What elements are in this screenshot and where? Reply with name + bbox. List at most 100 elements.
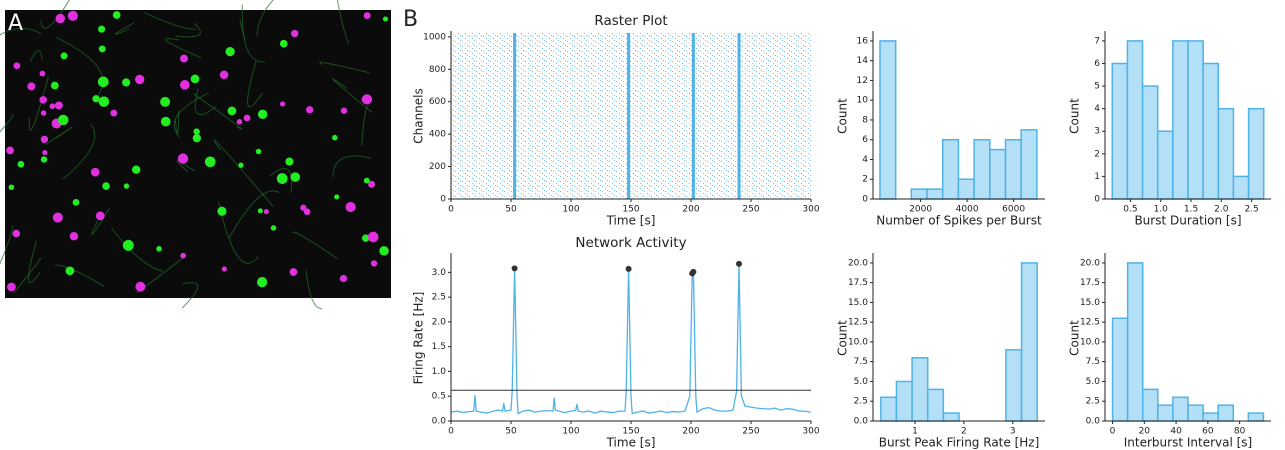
cell bbox=[54, 101, 63, 110]
x-tick-label: 300 bbox=[802, 427, 819, 437]
peak-marker bbox=[511, 265, 518, 272]
y-tick-label: 8 bbox=[862, 115, 868, 125]
y-tick-label: 1.5 bbox=[432, 342, 446, 352]
x-tick-label: 150 bbox=[622, 427, 639, 437]
x-axis-label: Number of Spikes per Burst bbox=[876, 214, 1042, 228]
cell bbox=[285, 157, 294, 166]
y-tick-label: 800 bbox=[429, 65, 446, 75]
cell bbox=[257, 276, 268, 288]
y-tick-label: 5.0 bbox=[854, 377, 869, 387]
cell bbox=[135, 281, 146, 292]
y-tick-label: 17.5 bbox=[1080, 278, 1100, 288]
y-tick-label: 2.5 bbox=[1086, 397, 1100, 407]
neurite bbox=[62, 124, 96, 180]
hist-bar bbox=[1156, 130, 1174, 200]
x-tick-label: 20 bbox=[1139, 427, 1151, 437]
y-axis-label: Count bbox=[836, 320, 850, 356]
chart-title: Raster Plot bbox=[594, 13, 667, 29]
hist-bar bbox=[1126, 262, 1144, 422]
y-tick-label: 15.0 bbox=[848, 298, 868, 308]
cell bbox=[290, 172, 301, 182]
hist-bar bbox=[973, 138, 991, 200]
y-tick-label: 7.5 bbox=[1086, 357, 1100, 367]
hist-bar bbox=[1202, 412, 1219, 422]
cell bbox=[55, 13, 66, 24]
hist-bar bbox=[942, 412, 960, 422]
cell bbox=[363, 12, 371, 19]
neurite bbox=[194, 88, 217, 116]
cell bbox=[98, 45, 106, 53]
cell bbox=[192, 134, 202, 143]
hist-bar bbox=[910, 188, 928, 200]
y-tick-label: 5 bbox=[1094, 82, 1100, 92]
cell bbox=[52, 212, 63, 223]
hist-bar bbox=[1172, 396, 1189, 422]
cell bbox=[135, 74, 145, 85]
x-axis-label: Interburst Interval [s] bbox=[1124, 436, 1252, 450]
cell bbox=[8, 184, 15, 191]
cell bbox=[236, 119, 243, 125]
y-tick-label: 4 bbox=[862, 155, 868, 165]
y-tick-label: 2.5 bbox=[432, 293, 446, 303]
x-axis-label: Time [s] bbox=[606, 214, 656, 228]
hist-bar bbox=[1020, 262, 1038, 422]
peak-marker bbox=[690, 268, 697, 275]
cell bbox=[263, 209, 269, 215]
y-tick-label: 0 bbox=[440, 195, 446, 205]
y-axis-label: Count bbox=[1068, 320, 1082, 356]
hist-bar bbox=[1172, 40, 1189, 200]
cell bbox=[112, 11, 121, 19]
y-tick-label: 2.0 bbox=[432, 317, 447, 327]
y-tick-label: 400 bbox=[429, 130, 446, 140]
neurite bbox=[45, 126, 72, 145]
x-tick-label: 50 bbox=[505, 205, 517, 215]
neurite bbox=[256, 0, 274, 37]
neurite bbox=[181, 282, 199, 309]
hist-bar bbox=[957, 178, 975, 200]
y-axis-label: Firing Rate [Hz] bbox=[412, 292, 426, 385]
cell bbox=[160, 116, 171, 127]
neurite bbox=[247, 60, 264, 108]
neurite bbox=[319, 62, 370, 74]
x-tick-label: 200 bbox=[682, 427, 699, 437]
y-tick-label: 12 bbox=[857, 76, 868, 86]
hist-bar bbox=[911, 357, 929, 422]
cell bbox=[7, 282, 16, 292]
y-tick-label: 6 bbox=[1094, 59, 1100, 69]
activity-line bbox=[450, 263, 812, 415]
spike-texture bbox=[451, 33, 811, 199]
hist-bar bbox=[1020, 129, 1038, 200]
y-tick-label: 16 bbox=[857, 36, 869, 46]
neurite bbox=[0, 27, 42, 36]
cell bbox=[122, 239, 134, 251]
neurite bbox=[361, 104, 370, 146]
neurite bbox=[174, 110, 180, 135]
neurite bbox=[114, 22, 135, 35]
cell bbox=[122, 78, 131, 87]
y-tick-label: 5.0 bbox=[1086, 377, 1101, 387]
neurite bbox=[291, 231, 339, 260]
x-tick-label: 150 bbox=[622, 205, 639, 215]
micrograph bbox=[5, 10, 391, 298]
x-tick-label: 100 bbox=[562, 205, 579, 215]
x-axis-label: Burst Duration [s] bbox=[1134, 214, 1241, 228]
x-tick-label: 2000 bbox=[909, 205, 932, 215]
x-tick-label: 4000 bbox=[956, 205, 979, 215]
y-tick-label: 10.0 bbox=[848, 337, 868, 347]
cell bbox=[300, 204, 307, 211]
cell bbox=[257, 208, 263, 214]
cell bbox=[50, 81, 59, 90]
hist-bar bbox=[880, 396, 898, 422]
y-tick-label: 10 bbox=[857, 96, 869, 106]
cell bbox=[225, 47, 235, 57]
cell bbox=[221, 266, 227, 272]
x-tick-label: 6000 bbox=[1002, 205, 1025, 215]
neurite bbox=[91, 207, 110, 235]
peak-marker bbox=[625, 265, 632, 272]
cell bbox=[39, 96, 47, 104]
cell bbox=[303, 208, 311, 216]
cell bbox=[219, 70, 229, 80]
cell bbox=[65, 266, 75, 276]
x-tick-label: 250 bbox=[742, 427, 759, 437]
